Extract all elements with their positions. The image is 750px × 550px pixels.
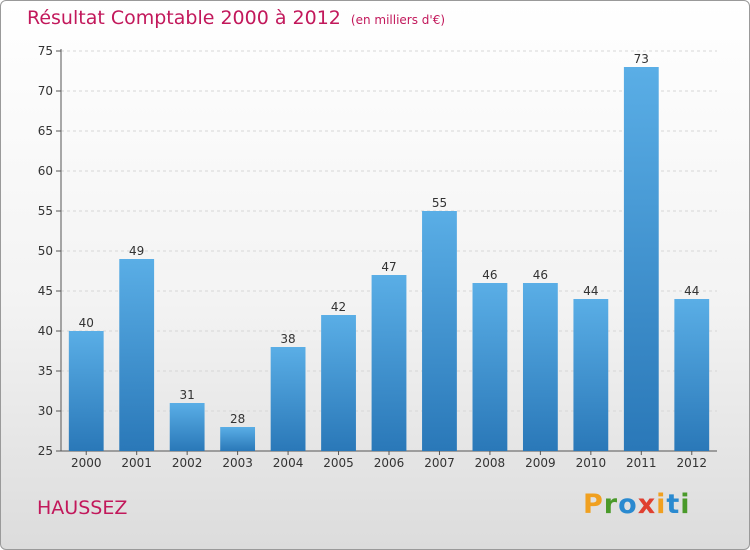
value-label-2005: 42 [331, 300, 346, 314]
x-tick-label-2003: 2003 [222, 456, 253, 470]
bar-2009 [522, 283, 558, 451]
x-tick-label-2000: 2000 [71, 456, 102, 470]
proxiti-logo: Proxiti [583, 489, 691, 520]
bar-2006 [371, 275, 407, 451]
y-tick-label: 70 [38, 84, 53, 98]
value-label-2007: 55 [432, 196, 447, 210]
y-tick-label: 50 [38, 244, 53, 258]
bars [68, 67, 710, 451]
logo-letter: P [583, 489, 604, 520]
value-label-2008: 46 [482, 268, 497, 282]
bar-2004 [270, 347, 306, 451]
x-tick-label-2008: 2008 [475, 456, 506, 470]
x-tick-label-2009: 2009 [525, 456, 556, 470]
y-tick-label: 45 [38, 284, 53, 298]
y-tick-label: 65 [38, 124, 53, 138]
value-label-2000: 40 [79, 316, 94, 330]
value-label-2009: 46 [533, 268, 548, 282]
bar-2005 [321, 315, 356, 451]
value-label-2012: 44 [684, 284, 699, 298]
x-tick-labels: 2000 2001 2002 2003 2004 2005 2006 2007 2008 2009… [71, 456, 707, 470]
bar-2000 [68, 331, 104, 451]
bar-2001 [119, 259, 155, 451]
x-tick-label-2004: 2004 [273, 456, 304, 470]
y-tick-labels: 25 30 35 40 45 50 55 60 65 70 75 [38, 44, 53, 458]
logo-letter: o [618, 489, 638, 520]
value-label-2011: 73 [634, 52, 649, 66]
value-label-2006: 47 [381, 260, 396, 274]
y-tick-label: 35 [38, 364, 53, 378]
x-tick-label-2010: 2010 [576, 456, 607, 470]
x-tick-label-2006: 2006 [374, 456, 405, 470]
value-label-2002: 31 [180, 388, 195, 402]
logo-letter: x [637, 489, 657, 520]
y-tick-label: 30 [38, 404, 53, 418]
logo-letter: i [656, 489, 667, 520]
x-tick-label-2012: 2012 [676, 456, 707, 470]
bar-2007 [422, 211, 457, 451]
value-labels: 40 49 31 28 38 42 47 55 46 46 44 73 44 [79, 52, 700, 426]
x-tick-label-2007: 2007 [424, 456, 455, 470]
logo-letter: r [603, 489, 619, 520]
chart-title-block: Résultat Comptable 2000 à 2012 (en millie… [27, 7, 445, 29]
bar-2011 [623, 67, 659, 451]
chart-title: Résultat Comptable 2000 à 2012 [27, 7, 341, 29]
y-tick-label: 40 [38, 324, 53, 338]
bar-2008 [472, 283, 508, 451]
x-tick-label-2002: 2002 [172, 456, 203, 470]
x-tick-label-2001: 2001 [121, 456, 152, 470]
value-label-2010: 44 [583, 284, 598, 298]
y-tick-label: 75 [38, 44, 53, 58]
y-tick-label: 55 [38, 204, 53, 218]
value-label-2001: 49 [129, 244, 144, 258]
y-tick-label: 25 [38, 444, 53, 458]
bar-2003 [220, 427, 256, 451]
logo-letter: t [666, 489, 681, 520]
commune-name: HAUSSEZ [37, 497, 128, 519]
bar-2002 [169, 403, 205, 451]
bar-2010 [573, 299, 609, 451]
bar-2012 [674, 299, 710, 451]
logo-letter: i [680, 489, 691, 520]
x-tick-label-2011: 2011 [626, 456, 657, 470]
y-tick-label: 60 [38, 164, 53, 178]
x-tick-label-2005: 2005 [323, 456, 354, 470]
value-label-2004: 38 [280, 332, 295, 346]
chart-unit: (en milliers d'€) [350, 13, 446, 27]
value-label-2003: 28 [230, 412, 245, 426]
